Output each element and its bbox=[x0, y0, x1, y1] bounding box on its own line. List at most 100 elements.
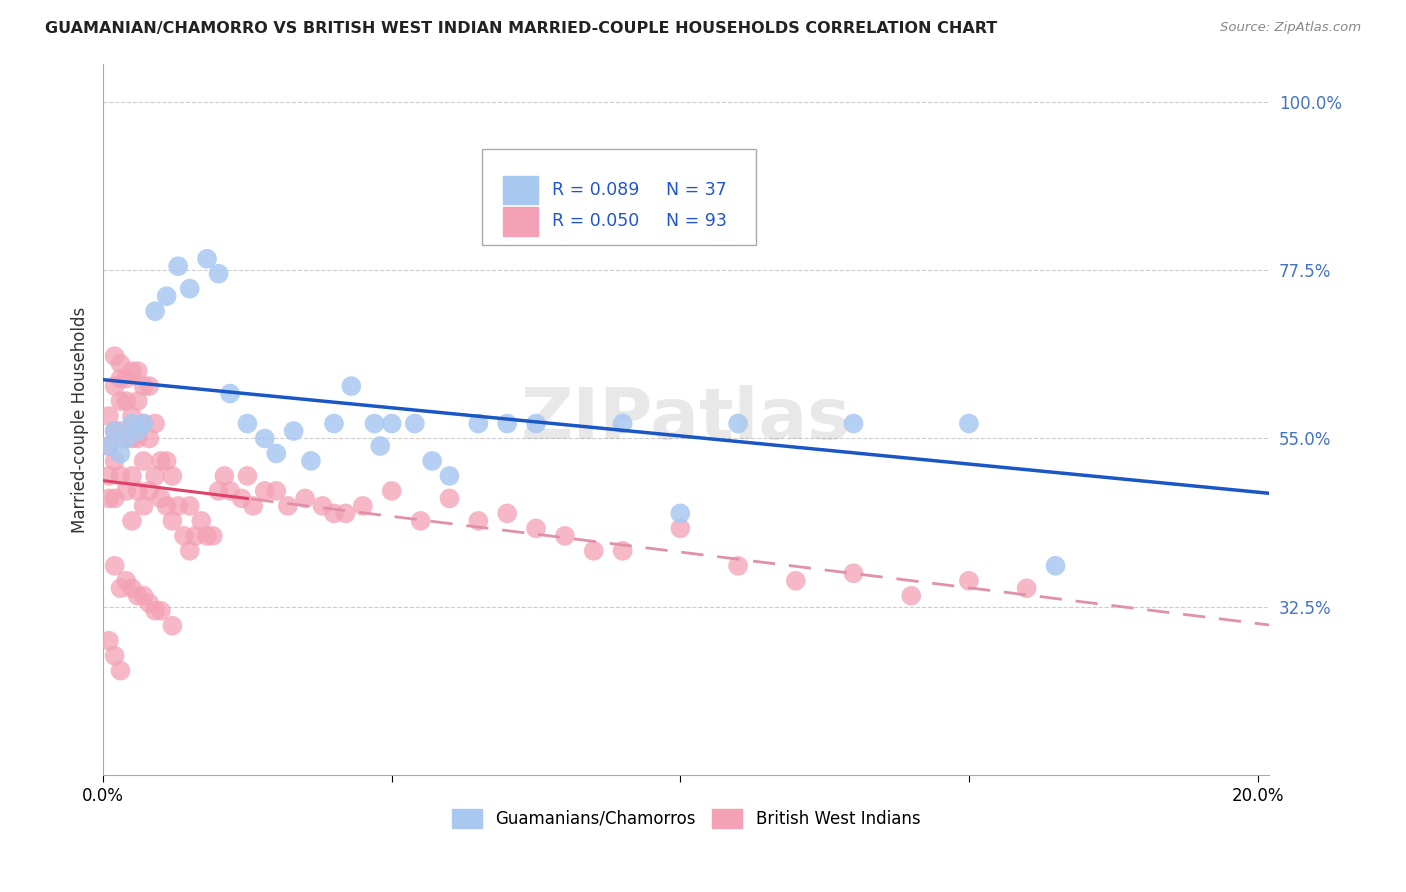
Point bbox=[138, 379, 160, 393]
Point bbox=[582, 544, 605, 558]
Point bbox=[524, 417, 547, 431]
Point bbox=[299, 454, 322, 468]
Point bbox=[104, 349, 127, 363]
Point bbox=[167, 499, 190, 513]
Point bbox=[132, 379, 155, 393]
Y-axis label: Married-couple Households: Married-couple Households bbox=[72, 307, 89, 533]
Point bbox=[842, 566, 865, 581]
Bar bbox=[503, 207, 538, 235]
Point bbox=[127, 364, 149, 378]
Point bbox=[132, 454, 155, 468]
Point bbox=[179, 544, 201, 558]
Point bbox=[121, 409, 143, 423]
Point bbox=[110, 664, 132, 678]
Point bbox=[121, 514, 143, 528]
Point bbox=[957, 417, 980, 431]
Point bbox=[467, 514, 489, 528]
Point bbox=[110, 371, 132, 385]
Point bbox=[104, 558, 127, 573]
Point bbox=[143, 417, 166, 431]
Point bbox=[323, 417, 346, 431]
Point bbox=[404, 417, 426, 431]
Text: N = 37: N = 37 bbox=[666, 181, 727, 199]
Point bbox=[669, 507, 692, 521]
Point bbox=[121, 364, 143, 378]
Point bbox=[173, 529, 195, 543]
Point bbox=[496, 507, 519, 521]
Point bbox=[195, 529, 218, 543]
Point bbox=[127, 394, 149, 409]
Text: GUAMANIAN/CHAMORRO VS BRITISH WEST INDIAN MARRIED-COUPLE HOUSEHOLDS CORRELATION : GUAMANIAN/CHAMORRO VS BRITISH WEST INDIA… bbox=[45, 21, 997, 37]
Point bbox=[127, 432, 149, 446]
Point bbox=[524, 521, 547, 535]
Point bbox=[110, 424, 132, 438]
Point bbox=[420, 454, 443, 468]
Point bbox=[110, 357, 132, 371]
Point bbox=[104, 491, 127, 506]
Point bbox=[669, 521, 692, 535]
Point bbox=[104, 648, 127, 663]
Point bbox=[115, 371, 138, 385]
Point bbox=[236, 417, 259, 431]
Point bbox=[97, 491, 120, 506]
Point bbox=[121, 417, 143, 431]
Point bbox=[207, 267, 229, 281]
Point bbox=[127, 483, 149, 498]
Text: N = 93: N = 93 bbox=[666, 212, 727, 230]
Point bbox=[167, 259, 190, 273]
FancyBboxPatch shape bbox=[482, 150, 756, 245]
Point bbox=[195, 252, 218, 266]
Point bbox=[97, 439, 120, 453]
Point bbox=[283, 424, 305, 438]
Point bbox=[190, 514, 212, 528]
Point bbox=[184, 529, 207, 543]
Text: ZIPatlas: ZIPatlas bbox=[522, 385, 851, 454]
Point bbox=[115, 394, 138, 409]
Point bbox=[201, 529, 224, 543]
Point bbox=[368, 439, 391, 453]
Point bbox=[179, 282, 201, 296]
Point bbox=[467, 417, 489, 431]
Point bbox=[179, 499, 201, 513]
Point bbox=[842, 417, 865, 431]
Point bbox=[121, 469, 143, 483]
Point bbox=[554, 529, 576, 543]
Point bbox=[104, 454, 127, 468]
Point bbox=[143, 304, 166, 318]
Point bbox=[439, 469, 461, 483]
Point bbox=[162, 618, 184, 632]
Point bbox=[97, 439, 120, 453]
Point bbox=[132, 499, 155, 513]
Point bbox=[727, 417, 749, 431]
Text: R = 0.050: R = 0.050 bbox=[553, 212, 640, 230]
Point bbox=[110, 394, 132, 409]
Point bbox=[110, 469, 132, 483]
Point bbox=[214, 469, 236, 483]
Point bbox=[612, 544, 634, 558]
Point bbox=[132, 589, 155, 603]
Point bbox=[439, 491, 461, 506]
Point bbox=[110, 446, 132, 460]
Point bbox=[115, 483, 138, 498]
Point bbox=[236, 469, 259, 483]
Point bbox=[900, 589, 922, 603]
Point bbox=[340, 379, 363, 393]
Bar bbox=[503, 176, 538, 204]
Point bbox=[1015, 581, 1038, 595]
Point bbox=[127, 589, 149, 603]
Point bbox=[115, 432, 138, 446]
Point bbox=[132, 417, 155, 431]
Point bbox=[335, 507, 357, 521]
Point bbox=[143, 604, 166, 618]
Point bbox=[363, 417, 385, 431]
Point bbox=[253, 483, 276, 498]
Point bbox=[97, 409, 120, 423]
Point bbox=[294, 491, 316, 506]
Point bbox=[727, 558, 749, 573]
Point bbox=[156, 454, 179, 468]
Point bbox=[156, 499, 179, 513]
Point bbox=[785, 574, 807, 588]
Point bbox=[219, 483, 242, 498]
Text: Source: ZipAtlas.com: Source: ZipAtlas.com bbox=[1220, 21, 1361, 35]
Point bbox=[121, 432, 143, 446]
